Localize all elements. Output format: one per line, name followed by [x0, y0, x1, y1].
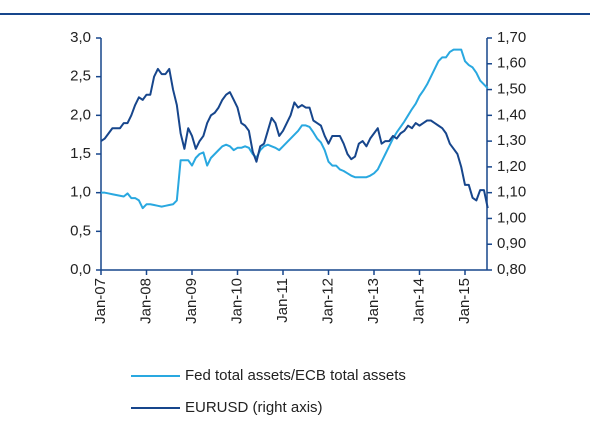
y2-tick-label: 1,60 — [497, 55, 526, 72]
y-tick-label: 1,0 — [70, 184, 91, 201]
legend-label: EURUSD (right axis) — [185, 399, 323, 416]
y-tick-label: 0,5 — [70, 222, 91, 239]
x-tick-label: Jan-15 — [456, 278, 473, 324]
x-tick-label: Jan-11 — [274, 278, 291, 323]
y2-tick-label: 1,10 — [497, 184, 526, 201]
x-tick-label: Jan-13 — [365, 278, 382, 324]
x-tick-label: Jan-09 — [183, 278, 200, 324]
x-tick-label: Jan-10 — [228, 278, 245, 324]
y2-tick-label: 1,00 — [497, 209, 526, 226]
x-tick-label: Jan-07 — [92, 278, 109, 324]
y2-tick-label: 1,20 — [497, 158, 526, 175]
y-tick-label: 0,0 — [70, 261, 91, 278]
series-line — [101, 48, 489, 210]
x-tick-label: Jan-08 — [137, 278, 154, 324]
y-tick-label: 3,0 — [70, 29, 91, 46]
x-tick-label: Jan-12 — [319, 278, 336, 324]
y-tick-label: 1,5 — [70, 145, 91, 162]
y-tick-label: 2,0 — [70, 106, 91, 123]
y-tick-label: 2,5 — [70, 68, 91, 85]
y2-tick-label: 1,40 — [497, 106, 526, 123]
series-line — [100, 67, 489, 209]
y2-tick-label: 1,30 — [497, 132, 526, 149]
y2-tick-label: 0,80 — [497, 261, 526, 278]
y2-tick-label: 0,90 — [497, 235, 526, 252]
legend-label: Fed total assets/ECB total assets — [185, 367, 406, 384]
x-tick-label: Jan-14 — [410, 278, 427, 324]
y2-tick-label: 1,70 — [497, 29, 526, 46]
y2-tick-label: 1,50 — [497, 81, 526, 98]
